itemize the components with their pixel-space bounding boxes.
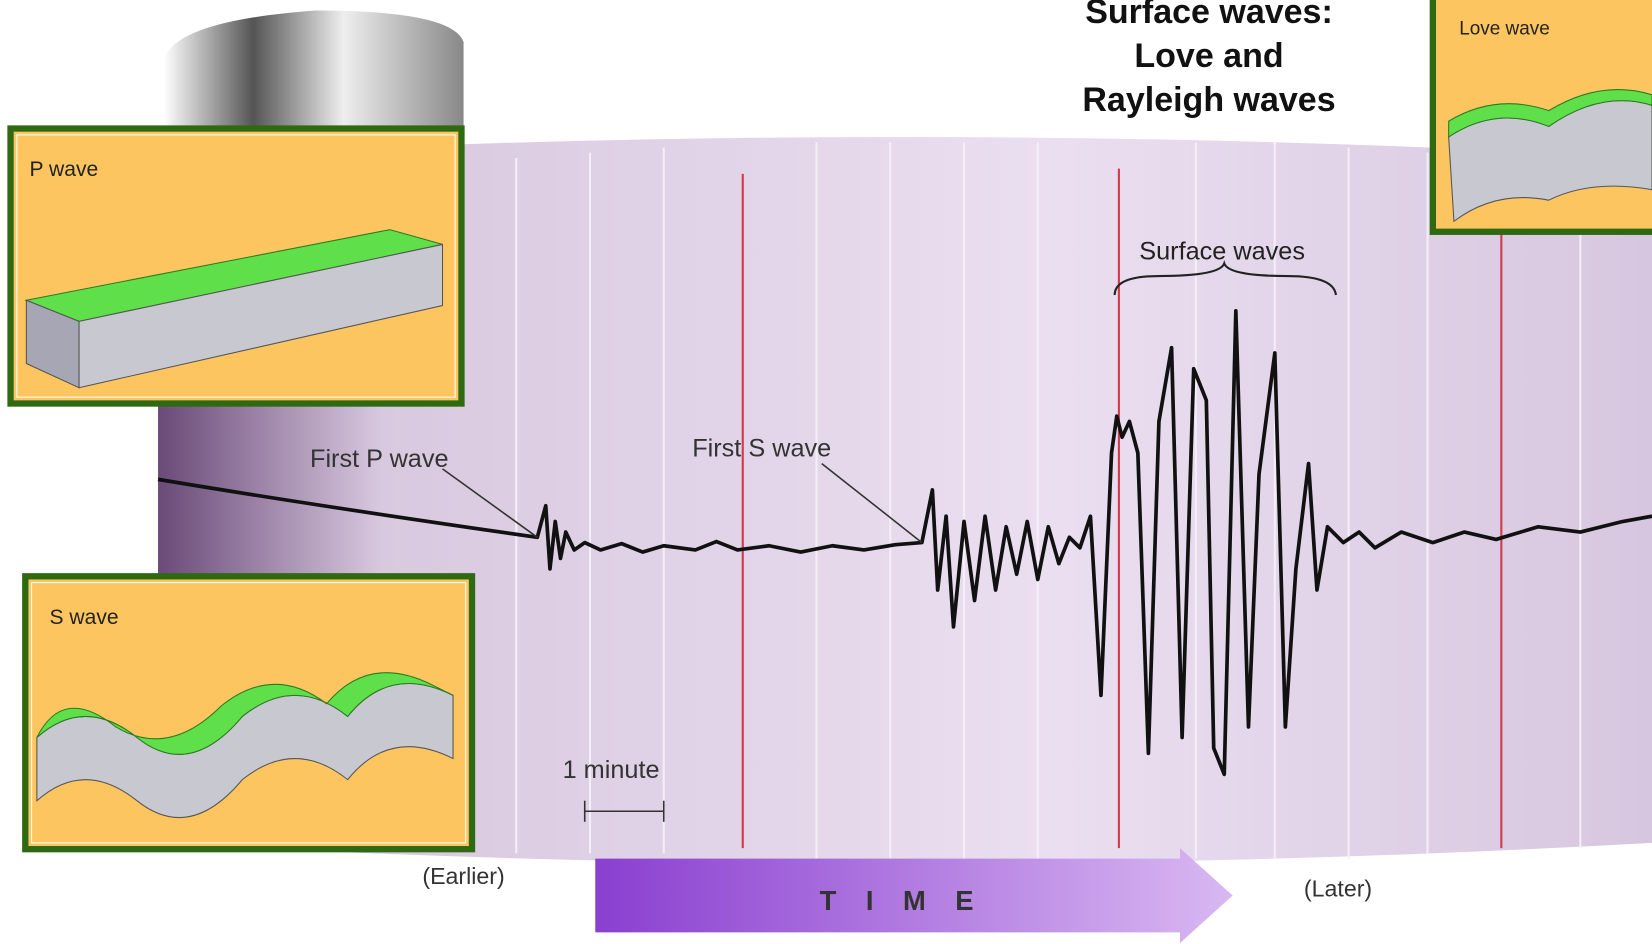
surface-brace [1113,260,1337,296]
later-label: (Later) [1304,875,1372,901]
seismogram-trace [157,308,1652,777]
inset-label: P wave [30,158,99,181]
scale-label: 1 minute [563,756,660,784]
time-label: TIME [820,885,1003,916]
drum-paper [158,136,1652,864]
time-arrow [595,848,1233,943]
label-pointers [442,462,923,822]
first-s-label: First S wave [692,435,831,463]
earlier-label: (Earlier) [422,863,504,889]
grid [515,142,1582,859]
love-wave-inset: Love wave [1429,0,1652,235]
title: Surface waves: Love and Rayleigh waves [1082,0,1336,119]
inset-label: S wave [50,606,119,629]
inset-label: Love wave [1459,19,1550,40]
surface-waves-label: Surface waves [1139,238,1305,266]
first-p-label: First P wave [310,445,449,473]
minute-lines [741,168,1503,849]
s-wave-inset: S wave [22,573,476,853]
p-wave-inset: P wave [7,125,465,407]
